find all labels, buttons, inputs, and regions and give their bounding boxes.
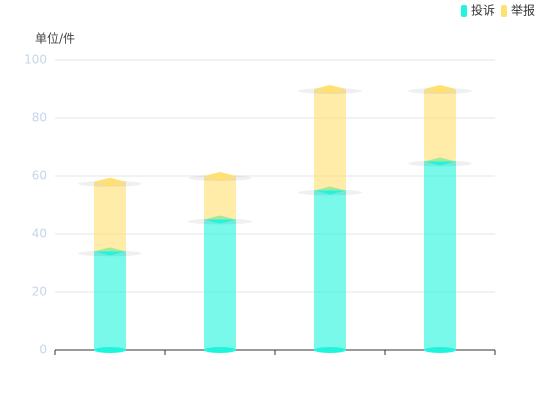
bar-cap	[94, 347, 126, 353]
bar-segment	[314, 89, 346, 191]
y-tick-label: 0	[39, 343, 47, 357]
bar-segment	[94, 181, 126, 252]
bar-segment	[424, 89, 456, 162]
bar-cap	[314, 347, 346, 353]
bar-cap	[314, 85, 346, 93]
y-tick-label: 60	[32, 169, 47, 183]
legend-swatch	[500, 5, 507, 17]
y-axis-label: 单位/件	[35, 31, 75, 46]
bar-cap	[424, 85, 456, 93]
bar-segment	[204, 176, 236, 220]
bar-segment	[424, 161, 456, 350]
legend-label: 投诉	[471, 3, 495, 18]
bar-cap	[204, 172, 236, 180]
legend-swatch	[460, 5, 467, 17]
bar-cap	[204, 347, 236, 353]
y-tick-label: 20	[32, 285, 47, 299]
y-tick-label: 40	[32, 227, 47, 241]
y-tick-label: 100	[24, 53, 47, 67]
bar-segment	[314, 190, 346, 350]
y-tick-label: 80	[32, 111, 47, 125]
bar-cap	[94, 177, 126, 186]
legend-label: 举报	[511, 3, 535, 18]
bar-cap	[424, 347, 456, 353]
bar-segment	[204, 219, 236, 350]
bar-segment	[94, 251, 126, 350]
